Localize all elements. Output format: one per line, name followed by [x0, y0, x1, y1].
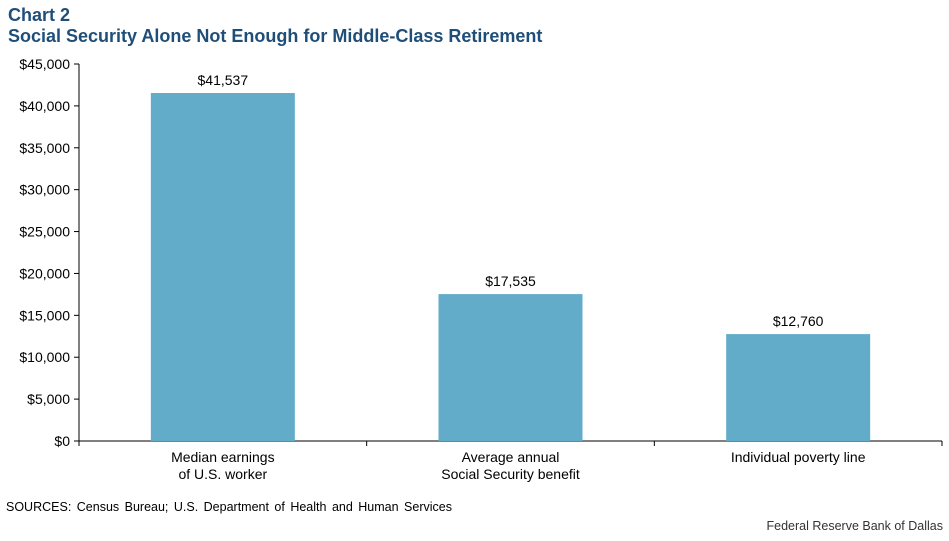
y-tick-label: $10,000	[19, 349, 70, 365]
y-tick-label: $25,000	[19, 224, 70, 240]
y-tick-label: $35,000	[19, 140, 70, 156]
x-category-label: Median earnings	[171, 449, 275, 465]
bar-chart: $0 $5,000 $10,000 $15,000 $20,000 $25,000 $30,…	[19, 56, 943, 482]
y-tick-label: $0	[54, 433, 70, 449]
x-category-label: Average annual	[462, 449, 560, 465]
bar-value-label: $17,535	[485, 273, 536, 289]
y-tick-label: $40,000	[19, 98, 70, 114]
x-category-label: Individual poverty line	[731, 449, 866, 465]
bar-value-label: $12,760	[773, 313, 824, 329]
title-block: Chart 2 Social Security Alone Not Enough…	[8, 5, 542, 47]
y-tick-label: $20,000	[19, 265, 70, 281]
y-tick-label: $30,000	[19, 182, 70, 198]
y-tick-label: $15,000	[19, 307, 70, 323]
y-tick-label: $5,000	[27, 391, 70, 407]
bar	[726, 334, 871, 441]
x-category-label: Social Security benefit	[441, 466, 580, 482]
bar	[150, 93, 295, 442]
chart-number-label: Chart 2	[8, 5, 71, 25]
credit-line: Federal Reserve Bank of Dallas	[766, 519, 943, 533]
y-tick-label: $45,000	[19, 56, 70, 72]
bar	[438, 294, 583, 441]
chart-title: Social Security Alone Not Enough for Mid…	[8, 26, 543, 46]
x-category-label: of U.S. worker	[178, 466, 267, 482]
sources-note: SOURCES: Census Bureau; U.S. Department …	[6, 500, 452, 514]
bar-value-label: $41,537	[198, 72, 249, 88]
